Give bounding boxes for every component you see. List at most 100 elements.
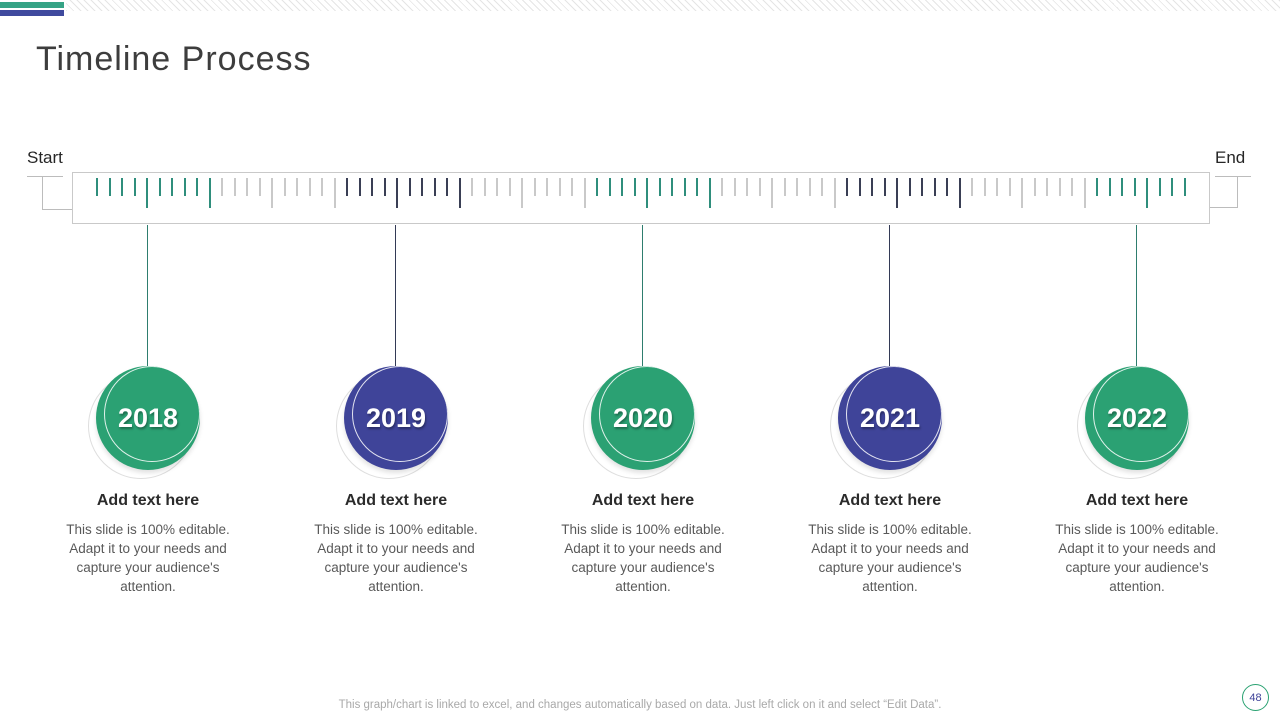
year-circle[interactable]: 2020 — [591, 366, 695, 470]
ruler-tick — [983, 178, 986, 196]
ruler-tick — [483, 178, 486, 196]
ruler-tick — [471, 178, 473, 196]
ruler-tick — [508, 178, 511, 196]
ruler-tick — [1146, 178, 1148, 208]
ruler-tick — [583, 178, 586, 208]
ruler-tick — [971, 178, 973, 196]
page-title: Timeline Process — [36, 40, 312, 78]
ruler-tick — [683, 178, 686, 196]
ruler-tick — [283, 178, 286, 196]
milestone-heading[interactable]: Add text here — [591, 492, 695, 509]
ruler-tick — [321, 178, 323, 196]
ruler-tick — [808, 178, 811, 196]
milestone-2020: 2020 Add text here This slide is 100% ed… — [533, 225, 753, 610]
ruler-tick — [621, 178, 623, 196]
end-bracket-underline — [1215, 176, 1251, 177]
ruler-tick — [258, 178, 261, 196]
year-label: 2018 — [117, 402, 179, 433]
milestone-2019: 2019 Add text here This slide is 100% ed… — [286, 225, 506, 610]
milestone-heading[interactable]: Add text here — [344, 492, 448, 509]
ruler-tick — [1033, 178, 1036, 196]
ruler-tick — [908, 178, 911, 196]
ruler-tick — [1008, 178, 1011, 196]
year-circle[interactable]: 2019 — [344, 366, 448, 470]
ruler-tick — [433, 178, 436, 196]
connector-line — [395, 225, 396, 367]
ruler-tick — [296, 178, 298, 196]
ruler-tick — [458, 178, 461, 208]
end-bracket-horizontal — [1210, 207, 1238, 208]
ruler-tick — [496, 178, 498, 196]
inner-ring — [846, 366, 942, 462]
milestone-body[interactable]: This slide is 100% editable. Adapt it to… — [1055, 522, 1219, 594]
inner-ring — [104, 366, 200, 462]
ruler-tick — [333, 178, 336, 208]
timeline-ruler[interactable] — [72, 172, 1210, 224]
ruler-tick — [221, 178, 223, 196]
ruler-tick — [946, 178, 948, 196]
ruler-tick — [1121, 178, 1123, 196]
ruler-tick — [271, 178, 273, 208]
ruler-tick — [1058, 178, 1061, 196]
ruler-tick — [171, 178, 173, 196]
ruler-tick — [771, 178, 773, 208]
ruler-tick — [158, 178, 161, 196]
ruler-tick — [1096, 178, 1098, 196]
ruler-tick — [533, 178, 536, 196]
page-number-badge: 48 — [1242, 684, 1269, 711]
ruler-tick — [446, 178, 448, 196]
start-bracket-vertical — [42, 176, 43, 210]
year-label: 2019 — [365, 402, 427, 433]
ruler-tick — [933, 178, 936, 196]
ruler-tick — [1083, 178, 1086, 208]
ruler-tick — [421, 178, 423, 196]
accent-bar-purple — [0, 10, 64, 16]
milestone-body[interactable]: This slide is 100% editable. Adapt it to… — [561, 522, 725, 594]
ruler-tick — [358, 178, 361, 196]
ruler-tick — [1133, 178, 1136, 196]
milestone-body[interactable]: This slide is 100% editable. Adapt it to… — [66, 522, 230, 594]
accent-bar-green — [0, 2, 64, 8]
hatch-pattern-band — [66, 0, 1280, 11]
milestone-body[interactable]: This slide is 100% editable. Adapt it to… — [314, 522, 478, 594]
year-circle[interactable]: 2022 — [1085, 366, 1189, 470]
year-circle[interactable]: 2018 — [96, 366, 200, 470]
inner-ring — [352, 366, 448, 462]
ruler-tick — [896, 178, 898, 208]
milestone-heading[interactable]: Add text here — [838, 492, 942, 509]
ruler-tick — [921, 178, 923, 196]
milestone-2022: 2022 Add text here This slide is 100% ed… — [1027, 225, 1247, 610]
ruler-tick — [996, 178, 998, 196]
start-bracket-horizontal — [42, 209, 72, 210]
ruler-tick — [833, 178, 836, 208]
ruler-tick — [633, 178, 636, 196]
ruler-tick — [958, 178, 961, 208]
ruler-tick — [783, 178, 786, 196]
footer-note: This graph/chart is linked to excel, and… — [338, 699, 942, 711]
milestone-heading[interactable]: Add text here — [1085, 492, 1189, 509]
connector-line — [1136, 225, 1137, 367]
ruler-tick — [121, 178, 123, 196]
year-circle[interactable]: 2021 — [838, 366, 942, 470]
ruler-tick — [1171, 178, 1173, 196]
ruler-tick — [1158, 178, 1161, 196]
end-bracket-vertical — [1237, 176, 1238, 208]
ruler-tick — [196, 178, 198, 196]
ruler-tick — [383, 178, 386, 196]
ruler-tick — [746, 178, 748, 196]
ruler-tick — [233, 178, 236, 196]
start-bracket-underline — [27, 176, 63, 177]
ruler-tick — [308, 178, 311, 196]
ruler-tick — [408, 178, 411, 196]
milestone-body[interactable]: This slide is 100% editable. Adapt it to… — [808, 522, 972, 594]
ruler-tick — [596, 178, 598, 196]
milestone-heading[interactable]: Add text here — [96, 492, 200, 509]
ruler-tick — [133, 178, 136, 196]
ruler-tick — [608, 178, 611, 196]
connector-line — [642, 225, 643, 367]
inner-ring — [1093, 366, 1189, 462]
ruler-tick — [858, 178, 861, 196]
ruler-tick — [1046, 178, 1048, 196]
inner-ring — [599, 366, 695, 462]
